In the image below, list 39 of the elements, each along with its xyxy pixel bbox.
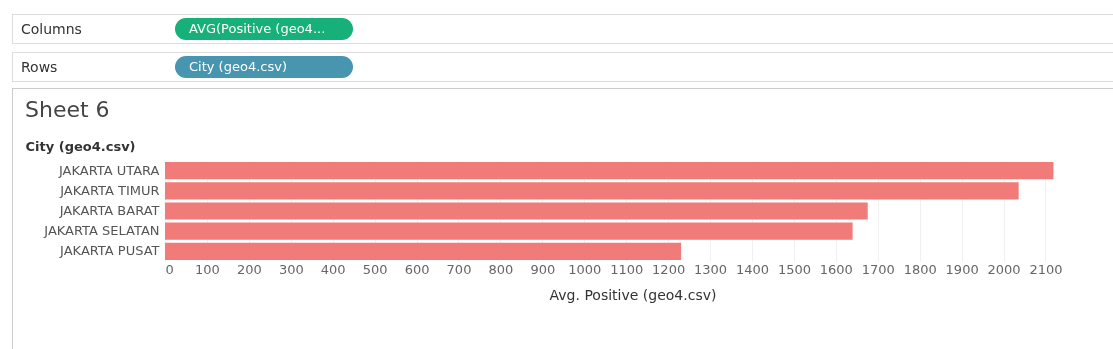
y-tick-label: JAKARTA PUSAT (59, 243, 160, 259)
x-tick-label: 200 (236, 261, 262, 277)
x-axis-title: Avg. Positive (geo4.csv) (549, 286, 717, 303)
y-axis-title: City (geo4.csv) (25, 138, 136, 154)
x-tick-label: 1100 (610, 261, 644, 277)
y-tick-label: JAKARTA UTARA (58, 162, 160, 178)
x-tick-label: 2000 (987, 261, 1021, 277)
x-tick-label: 1000 (568, 261, 602, 277)
bar (165, 182, 1019, 200)
x-tick-label: 0 (165, 261, 174, 277)
x-tick-label: 100 (195, 261, 220, 277)
x-tick-label: 300 (278, 261, 304, 277)
x-tick-label: 1500 (777, 261, 811, 277)
text: Rows (21, 59, 58, 75)
y-tick-label: JAKARTA SELATAN (43, 223, 160, 239)
x-tick-label: 2100 (1029, 261, 1063, 277)
bar (165, 162, 1054, 180)
x-tick-label: 800 (488, 261, 514, 277)
x-tick-label: 1400 (735, 261, 770, 277)
x-tick-label: 700 (446, 261, 472, 277)
x-tick-label: 1900 (945, 261, 979, 277)
text: Columns (21, 21, 82, 37)
chart-title: Sheet 6 (25, 97, 110, 122)
x-tick-label: 400 (320, 261, 346, 277)
text: City (geo4.csv) (175, 56, 353, 78)
x-tick-label: 900 (530, 261, 556, 277)
x-tick-label: 1300 (694, 261, 728, 277)
x-tick-label: 500 (362, 261, 388, 277)
text: AVG(Positive (geo4... (175, 18, 353, 40)
x-tick-label: 1700 (861, 261, 895, 277)
x-tick-label: 1200 (652, 261, 686, 277)
bar (165, 202, 868, 220)
y-tick-label: JAKARTA BARAT (58, 203, 160, 218)
bar (165, 242, 682, 260)
x-tick-label: 1800 (903, 261, 937, 277)
x-tick-label: 600 (404, 261, 430, 277)
y-tick-label: JAKARTA TIMUR (59, 182, 160, 198)
x-tick-label: 1600 (819, 261, 853, 277)
bar (165, 222, 853, 240)
